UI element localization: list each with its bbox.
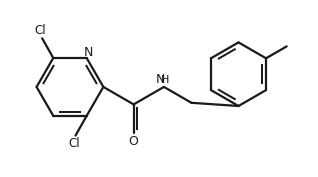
Text: Cl: Cl (68, 137, 80, 150)
Text: Cl: Cl (35, 24, 46, 37)
Text: O: O (129, 135, 139, 149)
Text: N: N (84, 46, 93, 59)
Text: H: H (161, 75, 170, 85)
Text: N: N (156, 73, 165, 86)
